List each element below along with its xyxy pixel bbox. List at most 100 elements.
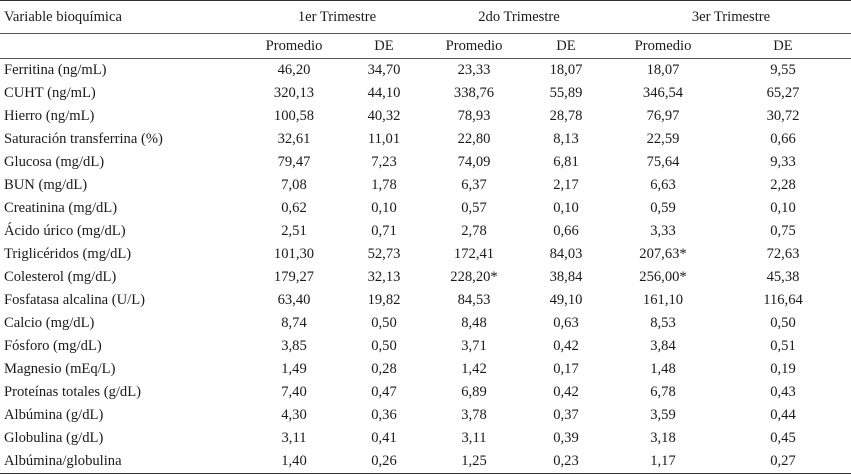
- cell-promedio-t2: 3,78: [461, 407, 487, 423]
- cell-promedio-t1: 46,20: [277, 62, 311, 78]
- cell-promedio-t3: 3,84: [650, 338, 676, 354]
- cell-de-t2: 18,07: [549, 62, 583, 78]
- cell-de-t2: 0,39: [553, 430, 579, 446]
- table-row: Glucosa (mg/dL) 79,47 7,23 74,09 6,81 75,64 9,…: [0, 151, 851, 174]
- subheader-promedio-t3: Promedio: [611, 33, 715, 59]
- subheader-promedio-t2: Promedio: [427, 33, 521, 59]
- cell-promedio-t3: 207,63*: [639, 246, 687, 262]
- cell-de-t3: 9,33: [770, 154, 796, 170]
- cell-promedio-t3: 3,59: [650, 407, 676, 423]
- table-row: Fosfatasa alcalina (U/L) 63,40 19,82 84,53 4…: [0, 289, 851, 312]
- cell-de-t3: 116,64: [763, 292, 803, 308]
- cell-promedio-t1: 79,47: [277, 154, 311, 170]
- cell-de-t2: 0,37: [553, 407, 579, 423]
- cell-de-t1: 34,70: [367, 62, 401, 78]
- cell-de-t1: 7,23: [371, 154, 397, 170]
- cell-de-t1: 0,10: [371, 200, 397, 216]
- cell-promedio-t3: 75,64: [646, 154, 680, 170]
- trimester-1-header: 1er Trimestre: [247, 0, 427, 34]
- cell-promedio-t3: 0,59: [650, 200, 676, 216]
- cell-promedio-t2: 0,57: [461, 200, 487, 216]
- cell-de-t2: 8,13: [553, 131, 579, 147]
- table-row: Colesterol (mg/dL) 179,27 32,13 228,20* 38,8…: [0, 266, 851, 289]
- cell-variable-name: Calcio (mg/dL): [4, 315, 95, 331]
- cell-de-t1: 40,32: [367, 108, 401, 124]
- cell-de-t2: 28,78: [549, 108, 583, 124]
- cell-promedio-t1: 1,40: [247, 450, 341, 474]
- cell-promedio-t1: 320,13: [273, 85, 315, 101]
- cell-de-t2: 0,42: [553, 384, 579, 400]
- table-row: Albúmina (g/dL) 4,30 0,36 3,78 0,37 3,59 0,44: [0, 404, 851, 427]
- cell-promedio-t1: 7,40: [281, 384, 307, 400]
- cell-promedio-t1: 8,74: [281, 315, 307, 331]
- cell-variable-name: Magnesio (mEq/L): [4, 361, 116, 377]
- cell-de-t3: 2,28: [770, 177, 796, 193]
- cell-promedio-t3: 256,00*: [639, 269, 687, 285]
- cell-promedio-t3: 8,53: [650, 315, 676, 331]
- cell-de-t2: 0,66: [553, 223, 579, 239]
- cell-de-t3: 45,38: [766, 269, 800, 285]
- table-row: Ferritina (ng/mL) 46,20 34,70 23,33 18,07 18,…: [0, 59, 851, 83]
- cell-variable-name: Proteínas totales (g/dL): [4, 384, 141, 400]
- cell-promedio-t3: 76,97: [646, 108, 680, 124]
- subheader-de-t1: DE: [341, 33, 427, 59]
- cell-de-t2: 0,10: [553, 200, 579, 216]
- cell-promedio-t3: 161,10: [642, 292, 684, 308]
- table-row: CUHT (ng/mL) 320,13 44,10 338,76 55,89 346,54…: [0, 82, 851, 105]
- trimester-3-header: 3er Trimestre: [611, 0, 851, 34]
- cell-de-t1: 0,47: [371, 384, 397, 400]
- subheader-de-t2: DE: [521, 33, 611, 59]
- cell-promedio-t1: 7,08: [281, 177, 307, 193]
- cell-de-t1: 0,28: [371, 361, 397, 377]
- cell-variable-name: Albúmina (g/dL): [4, 407, 104, 423]
- cell-de-t1: 19,82: [367, 292, 401, 308]
- table-header: Variable bioquímica 1er Trimestre 2do Tr…: [0, 0, 851, 59]
- cell-de-t2: 0,42: [553, 338, 579, 354]
- header-row-stats: Promedio DE Promedio DE Promedio DE: [0, 33, 851, 59]
- cell-promedio-t2: 1,25: [427, 450, 521, 474]
- table-body: Ferritina (ng/mL) 46,20 34,70 23,33 18,07 18,…: [0, 59, 851, 474]
- cell-de-t3: 0,66: [770, 131, 796, 147]
- cell-promedio-t1: 101,30: [273, 246, 315, 262]
- variable-subheader-blank: [0, 33, 247, 59]
- table-row: Magnesio (mEq/L) 1,49 0,28 1,42 0,17 1,48 0,19: [0, 358, 851, 381]
- table-row: Triglicéridos (mg/dL) 101,30 52,73 172,41 84…: [0, 243, 851, 266]
- cell-promedio-t1: 63,40: [277, 292, 311, 308]
- cell-de-t2: 55,89: [549, 85, 583, 101]
- cell-promedio-t3: 22,59: [646, 131, 680, 147]
- cell-de-t2: 38,84: [549, 269, 583, 285]
- cell-de-t1: 0,36: [371, 407, 397, 423]
- cell-de-t1: 0,71: [371, 223, 397, 239]
- cell-de-t3: 72,63: [766, 246, 800, 262]
- cell-promedio-t3: 1,48: [650, 361, 676, 377]
- cell-de-t1: 0,50: [371, 338, 397, 354]
- cell-de-t3: 0,43: [770, 384, 796, 400]
- cell-de-t1: 1,78: [371, 177, 397, 193]
- cell-promedio-t2: 22,80: [457, 131, 491, 147]
- cell-de-t2: 2,17: [553, 177, 579, 193]
- cell-variable-name: Triglicéridos (mg/dL): [4, 246, 132, 262]
- cell-variable-name: CUHT (ng/mL): [4, 85, 96, 101]
- cell-de-t2: 0,63: [553, 315, 579, 331]
- cell-promedio-t2: 2,78: [461, 223, 487, 239]
- cell-de-t1: 0,41: [371, 430, 397, 446]
- cell-promedio-t2: 3,11: [461, 430, 487, 446]
- cell-variable-name: Albúmina/globulina: [0, 450, 247, 474]
- cell-de-t1: 0,50: [371, 315, 397, 331]
- cell-promedio-t2: 74,09: [457, 154, 491, 170]
- subheader-promedio-t1: Promedio: [247, 33, 341, 59]
- cell-promedio-t3: 3,33: [650, 223, 676, 239]
- cell-variable-name: Ferritina (ng/mL): [4, 62, 107, 78]
- cell-promedio-t1: 100,58: [273, 108, 315, 124]
- cell-de-t3: 9,55: [770, 62, 796, 78]
- cell-promedio-t3: 3,18: [650, 430, 676, 446]
- cell-promedio-t2: 8,48: [461, 315, 487, 331]
- cell-variable-name: BUN (mg/dL): [4, 177, 88, 193]
- cell-promedio-t2: 1,42: [461, 361, 487, 377]
- cell-variable-name: Fósforo (mg/dL): [4, 338, 102, 354]
- cell-de-t3: 30,72: [766, 108, 800, 124]
- table-row: Calcio (mg/dL) 8,74 0,50 8,48 0,63 8,53 0,50: [0, 312, 851, 335]
- table-row: Proteínas totales (g/dL) 7,40 0,47 6,89 0,42…: [0, 381, 851, 404]
